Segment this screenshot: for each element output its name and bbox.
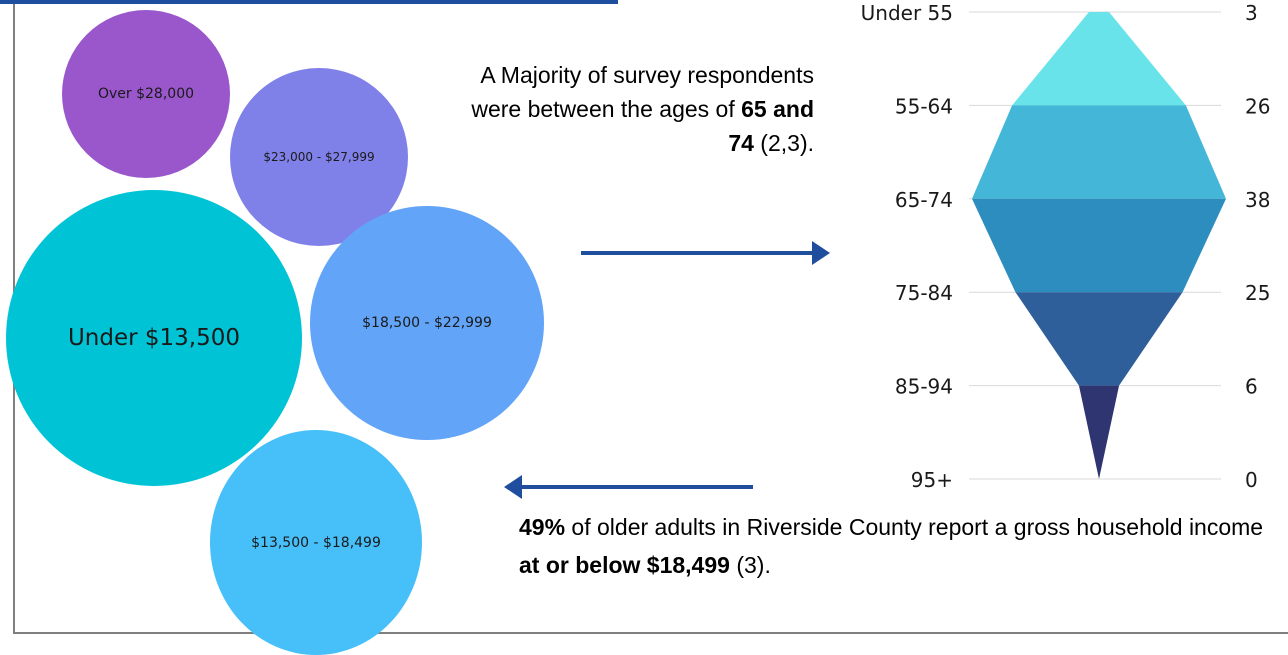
bubble-label: Over $28,000 [97, 86, 195, 102]
majority-age-note: A Majority of survey respondents were be… [470, 58, 814, 160]
income-text-1: of older adults in Riverside County repo… [565, 514, 1264, 540]
bubble-13500-18499: $13,500 - $18,499 [210, 430, 422, 655]
funnel-segment-4 [1078, 385, 1120, 479]
age-category-label: 95+ [911, 468, 953, 492]
frame-bottom-border [13, 632, 1288, 634]
bubble-under-13500: Under $13,500 [6, 190, 302, 486]
arrow-right [581, 241, 830, 265]
income-text-bold-1: 49% [519, 514, 566, 540]
funnel-segment-3 [1015, 292, 1183, 386]
bubble-label: $18,500 - $22,999 [362, 315, 492, 331]
age-category-label: 85-94 [895, 375, 953, 399]
arrow-left [504, 475, 753, 499]
bubble-over-28000: Over $28,000 [62, 10, 230, 178]
age-value-label: 25 [1245, 281, 1270, 305]
age-value-label: 26 [1245, 94, 1270, 118]
majority-text-1: A Majority of survey respondents were be… [471, 62, 814, 122]
majority-text-2: (2,3). [753, 130, 814, 156]
age-category-label: 75-84 [895, 281, 953, 305]
age-category-label: Under 55 [861, 1, 953, 25]
income-note: 49% of older adults in Riverside County … [519, 508, 1279, 584]
age-value-label: 6 [1245, 375, 1258, 399]
funnel-segment-0 [1012, 12, 1186, 106]
bubble-label: Under $13,500 [67, 325, 241, 351]
funnel-segment-2 [972, 198, 1226, 293]
age-value-label: 38 [1245, 188, 1270, 212]
age-value-label: 0 [1245, 468, 1258, 492]
top-accent-bar [0, 0, 618, 4]
age-value-label: 3 [1245, 1, 1258, 25]
bubble-label: $23,000 - $27,999 [263, 150, 375, 164]
income-text-2: (3). [729, 552, 771, 578]
age-category-label: 65-74 [895, 188, 953, 212]
bubble-18500-22999: $18,500 - $22,999 [310, 206, 544, 440]
age-category-label: 55-64 [895, 94, 953, 118]
bubble-label: $13,500 - $18,499 [251, 534, 381, 551]
funnel-segment-1 [972, 105, 1226, 199]
majority-text-bold: 65 and 74 [728, 96, 814, 156]
income-text-bold-2: at or below $18,499 [519, 552, 730, 578]
